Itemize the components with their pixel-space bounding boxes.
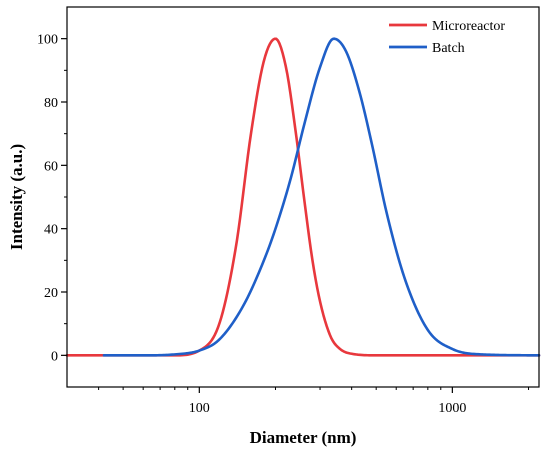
y-tick-label: 80 (44, 96, 58, 111)
y-tick-label: 0 (51, 349, 58, 364)
y-tick-label: 100 (37, 33, 58, 48)
y-tick-label: 20 (44, 286, 58, 301)
legend-label: Batch (432, 41, 465, 56)
series-lines (65, 37, 541, 357)
legend-label: Microreactor (432, 19, 505, 34)
y-tick-label: 40 (44, 223, 58, 238)
series-line-batch (102, 37, 541, 357)
x-tick-label: 1000 (438, 401, 466, 416)
x-axis-title: Diameter (nm) (250, 428, 357, 447)
legend: Microreactor Batch (389, 19, 505, 56)
series-line-microreactor (65, 37, 541, 357)
x-tick-label: 100 (189, 401, 210, 416)
x-axis-ticks: 100 1000 (98, 387, 530, 416)
y-axis-title: Intensity (a.u.) (7, 144, 26, 250)
y-axis-ticks: 0 20 40 60 80 100 (37, 33, 67, 364)
y-tick-label: 60 (44, 159, 58, 174)
